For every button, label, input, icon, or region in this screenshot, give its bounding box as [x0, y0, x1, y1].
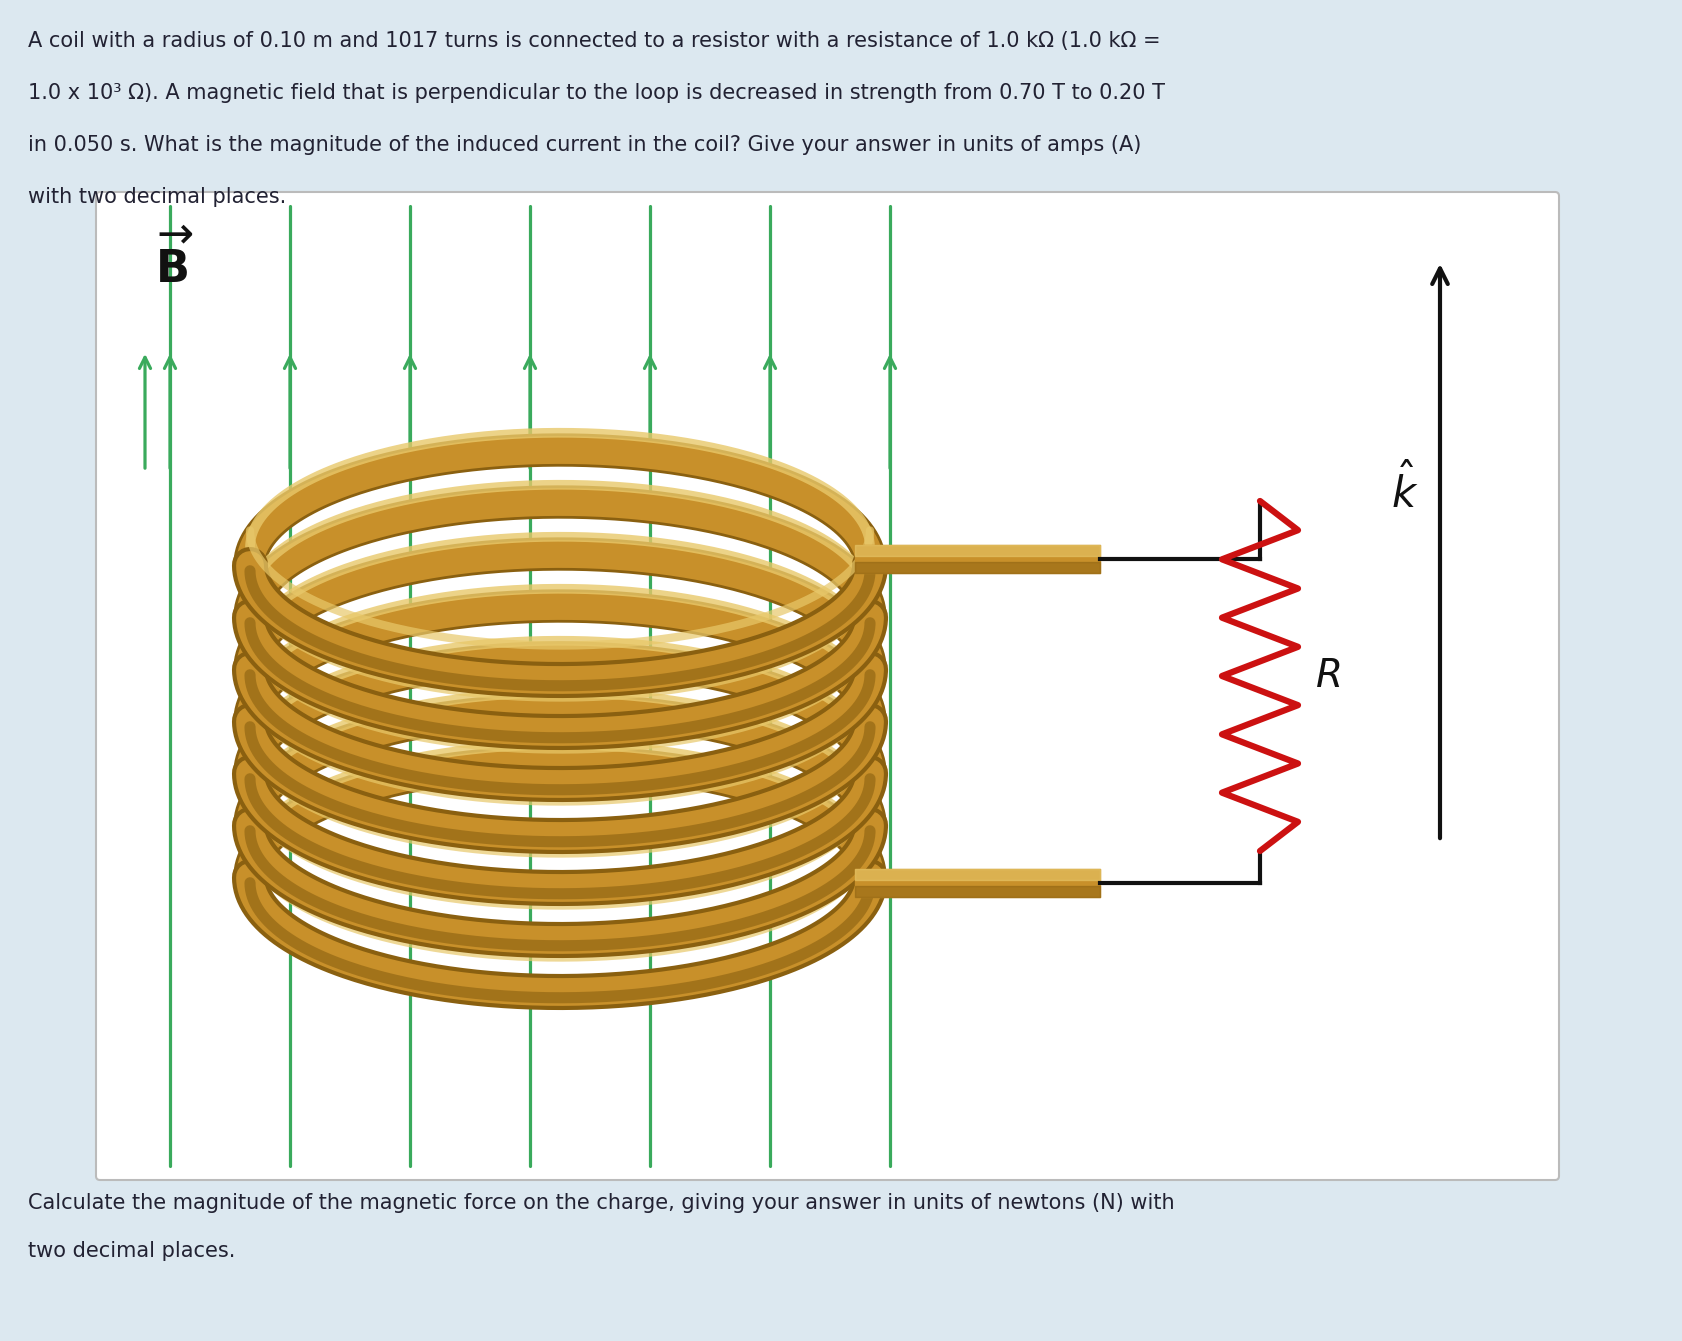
Text: $\hat{k}$: $\hat{k}$: [1391, 465, 1418, 518]
Text: A coil with a radius of 0.10 m and 1017 turns is connected to a resistor with a : A coil with a radius of 0.10 m and 1017 …: [29, 31, 1161, 51]
Text: in 0.050 s. What is the magnitude of the induced current in the coil? Give your : in 0.050 s. What is the magnitude of the…: [29, 135, 1142, 156]
Text: 1.0 x 10³ Ω). A magnetic field that is perpendicular to the loop is decreased in: 1.0 x 10³ Ω). A magnetic field that is p…: [29, 83, 1166, 103]
Text: Calculate the magnitude of the magnetic force on the charge, giving your answer : Calculate the magnitude of the magnetic …: [29, 1193, 1174, 1214]
Text: two decimal places.: two decimal places.: [29, 1240, 235, 1261]
Text: R: R: [1315, 657, 1342, 695]
FancyBboxPatch shape: [96, 192, 1559, 1180]
Text: with two decimal places.: with two decimal places.: [29, 186, 286, 207]
Text: $\overrightarrow{\mathbf{B}}$: $\overrightarrow{\mathbf{B}}$: [155, 231, 193, 292]
